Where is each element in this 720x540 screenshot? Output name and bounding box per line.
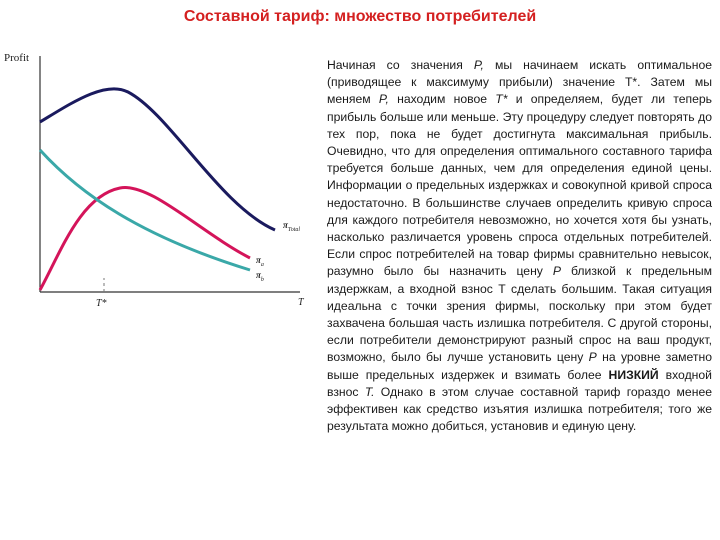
x-axis-label: T <box>298 297 304 308</box>
body-paragraph: Начиная со значения P, мы начинаем искат… <box>327 58 712 434</box>
curve-total <box>39 87 276 232</box>
curve-a <box>38 186 251 291</box>
curve-a-label: πa <box>256 255 264 268</box>
x-tick-label: T* <box>96 298 107 309</box>
curve-total-label: πTotal <box>283 220 301 233</box>
profit-figure: Profit T* T πTotal πa πb <box>0 46 322 316</box>
curve-b <box>38 148 251 272</box>
profit-curves-svg <box>38 56 300 293</box>
curve-b-label: πb <box>256 270 264 283</box>
slide-title: Составной тариф: множество потребителей <box>183 8 537 25</box>
y-axis-label: Profit <box>4 52 30 64</box>
